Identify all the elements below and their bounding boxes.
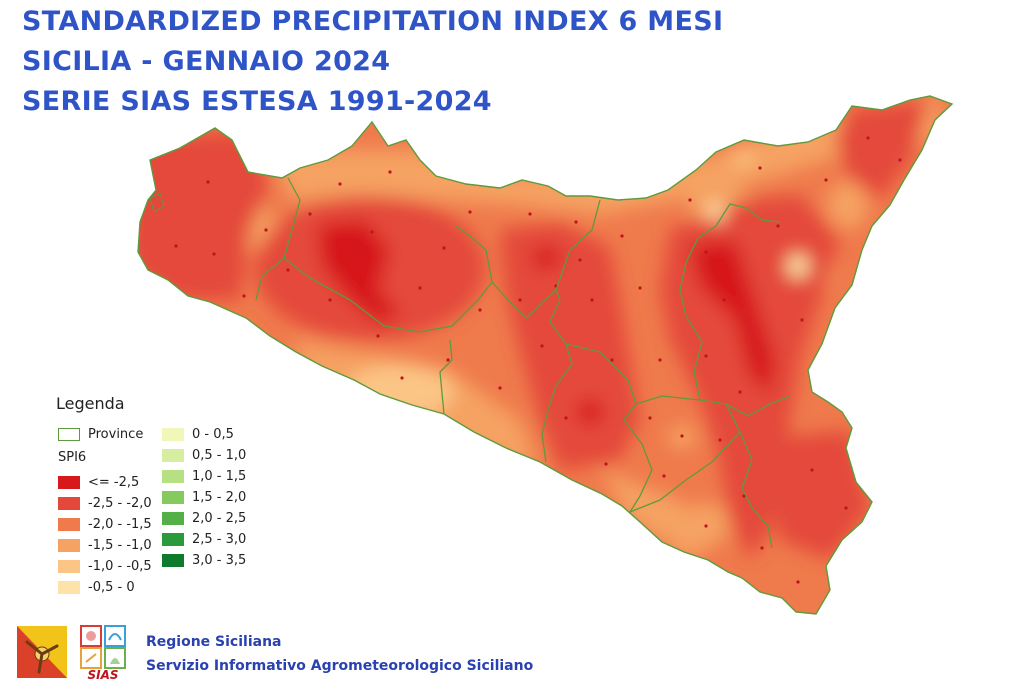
spi-zone-light-north	[270, 96, 940, 215]
legend-class-swatch	[162, 511, 184, 525]
legend-class-label: 3,0 - 3,5	[192, 552, 247, 568]
legend-class-swatch	[162, 448, 184, 462]
footer-line-1: Regione Siciliana	[146, 634, 282, 650]
legend-class-label: 1,5 - 2,0	[192, 489, 247, 505]
spi-zone-northeast-tip	[835, 100, 930, 200]
legend-class-label: 1,0 - 1,5	[192, 468, 247, 484]
legend-class-swatch	[58, 559, 80, 573]
footer: Regione Siciliana Servizio Informativo A…	[146, 630, 533, 678]
legend-class-swatch	[162, 532, 184, 546]
spi-zone-extreme-central	[532, 247, 560, 269]
spi-zone-spot-ne2	[734, 150, 754, 166]
aegadian-islands	[149, 193, 165, 213]
trinacria-icon	[17, 626, 67, 678]
map-title: STANDARDIZED PRECIPITATION INDEX 6 MESI …	[22, 2, 723, 122]
spi-zone-extreme-south	[578, 399, 602, 425]
province-swatch	[58, 427, 80, 441]
station-points	[160, 136, 902, 584]
spi-zone-southeast	[760, 430, 870, 560]
legend-class-label: -2,5 - -2,0	[88, 495, 152, 511]
legend-spi-label: SPI6	[58, 450, 87, 465]
province-boundaries	[255, 177, 791, 549]
sias-logo: SIAS	[78, 624, 128, 682]
spi-zone-west-tip	[138, 130, 270, 300]
legend-class-swatch	[58, 475, 80, 489]
legend-class-row: -0,5 - 0	[58, 579, 135, 595]
legend-province-label: Province	[88, 426, 144, 442]
footer-line-2: Servizio Informativo Agrometeorologico S…	[146, 658, 534, 674]
spi-zone-light-sw-coast	[345, 364, 455, 420]
legend-class-label: <= -2,5	[88, 474, 140, 490]
spi-zone-spot-ne	[706, 203, 726, 221]
legend-class-swatch	[162, 553, 184, 567]
legend-class-label: 2,5 - 3,0	[192, 531, 247, 547]
legend-class-row: -2,5 - -2,0	[58, 495, 152, 511]
spi-zone-light-ne2	[828, 181, 868, 229]
legend-class-swatch	[162, 469, 184, 483]
legend-class-row: 1,0 - 1,5	[162, 468, 246, 484]
legend-class-label: 0,5 - 1,0	[192, 447, 247, 463]
legend-class-row: <= -2,5	[58, 474, 139, 490]
legend-title: Legenda	[56, 394, 125, 413]
legend-class-swatch	[162, 490, 184, 504]
legend-class-row: -1,0 - -0,5	[58, 558, 152, 574]
spi-zone-central	[500, 222, 640, 470]
legend-class-row: 1,5 - 2,0	[162, 489, 246, 505]
legend-class-swatch	[58, 517, 80, 531]
spi-zone-extreme-east	[690, 240, 775, 395]
legend-class-label: -1,5 - -1,0	[88, 537, 152, 553]
legend-class-label: -2,0 - -1,5	[88, 516, 152, 532]
sias-logo-text: SIAS	[87, 668, 118, 680]
title-line-2: SICILIA - GENNAIO 2024	[22, 46, 391, 77]
legend-class-label: -0,5 - 0	[88, 579, 135, 595]
legend-class-row: 0,5 - 1,0	[162, 447, 246, 463]
legend-class-label: 0 - 0,5	[192, 426, 234, 442]
legend-class-row: 2,0 - 2,5	[162, 510, 246, 526]
legend-class-swatch	[58, 496, 80, 510]
legend-class-swatch	[58, 580, 80, 594]
legend-class-row: 2,5 - 3,0	[162, 531, 246, 547]
legend-class-row: -2,0 - -1,5	[58, 516, 152, 532]
legend-class-swatch	[162, 427, 184, 441]
title-line-3: SERIE SIAS ESTESA 1991-2024	[22, 86, 492, 117]
title-line-1: STANDARDIZED PRECIPITATION INDEX 6 MESI	[22, 6, 724, 37]
spi-zone-extreme-west	[318, 220, 400, 325]
legend-class-label: 2,0 - 2,5	[192, 510, 247, 526]
spi-zone-spot-e	[787, 254, 809, 278]
sias-icon: SIAS	[80, 625, 126, 682]
legend-class-swatch	[58, 538, 80, 552]
legend-class-row: 0 - 0,5	[162, 426, 234, 442]
legend-class-label: -1,0 - -0,5	[88, 558, 152, 574]
legend-province-row: Province	[58, 426, 143, 442]
legend-class-row: -1,5 - -1,0	[58, 537, 152, 553]
trinacria-logo	[17, 626, 67, 678]
legend-class-row: 3,0 - 3,5	[162, 552, 246, 568]
